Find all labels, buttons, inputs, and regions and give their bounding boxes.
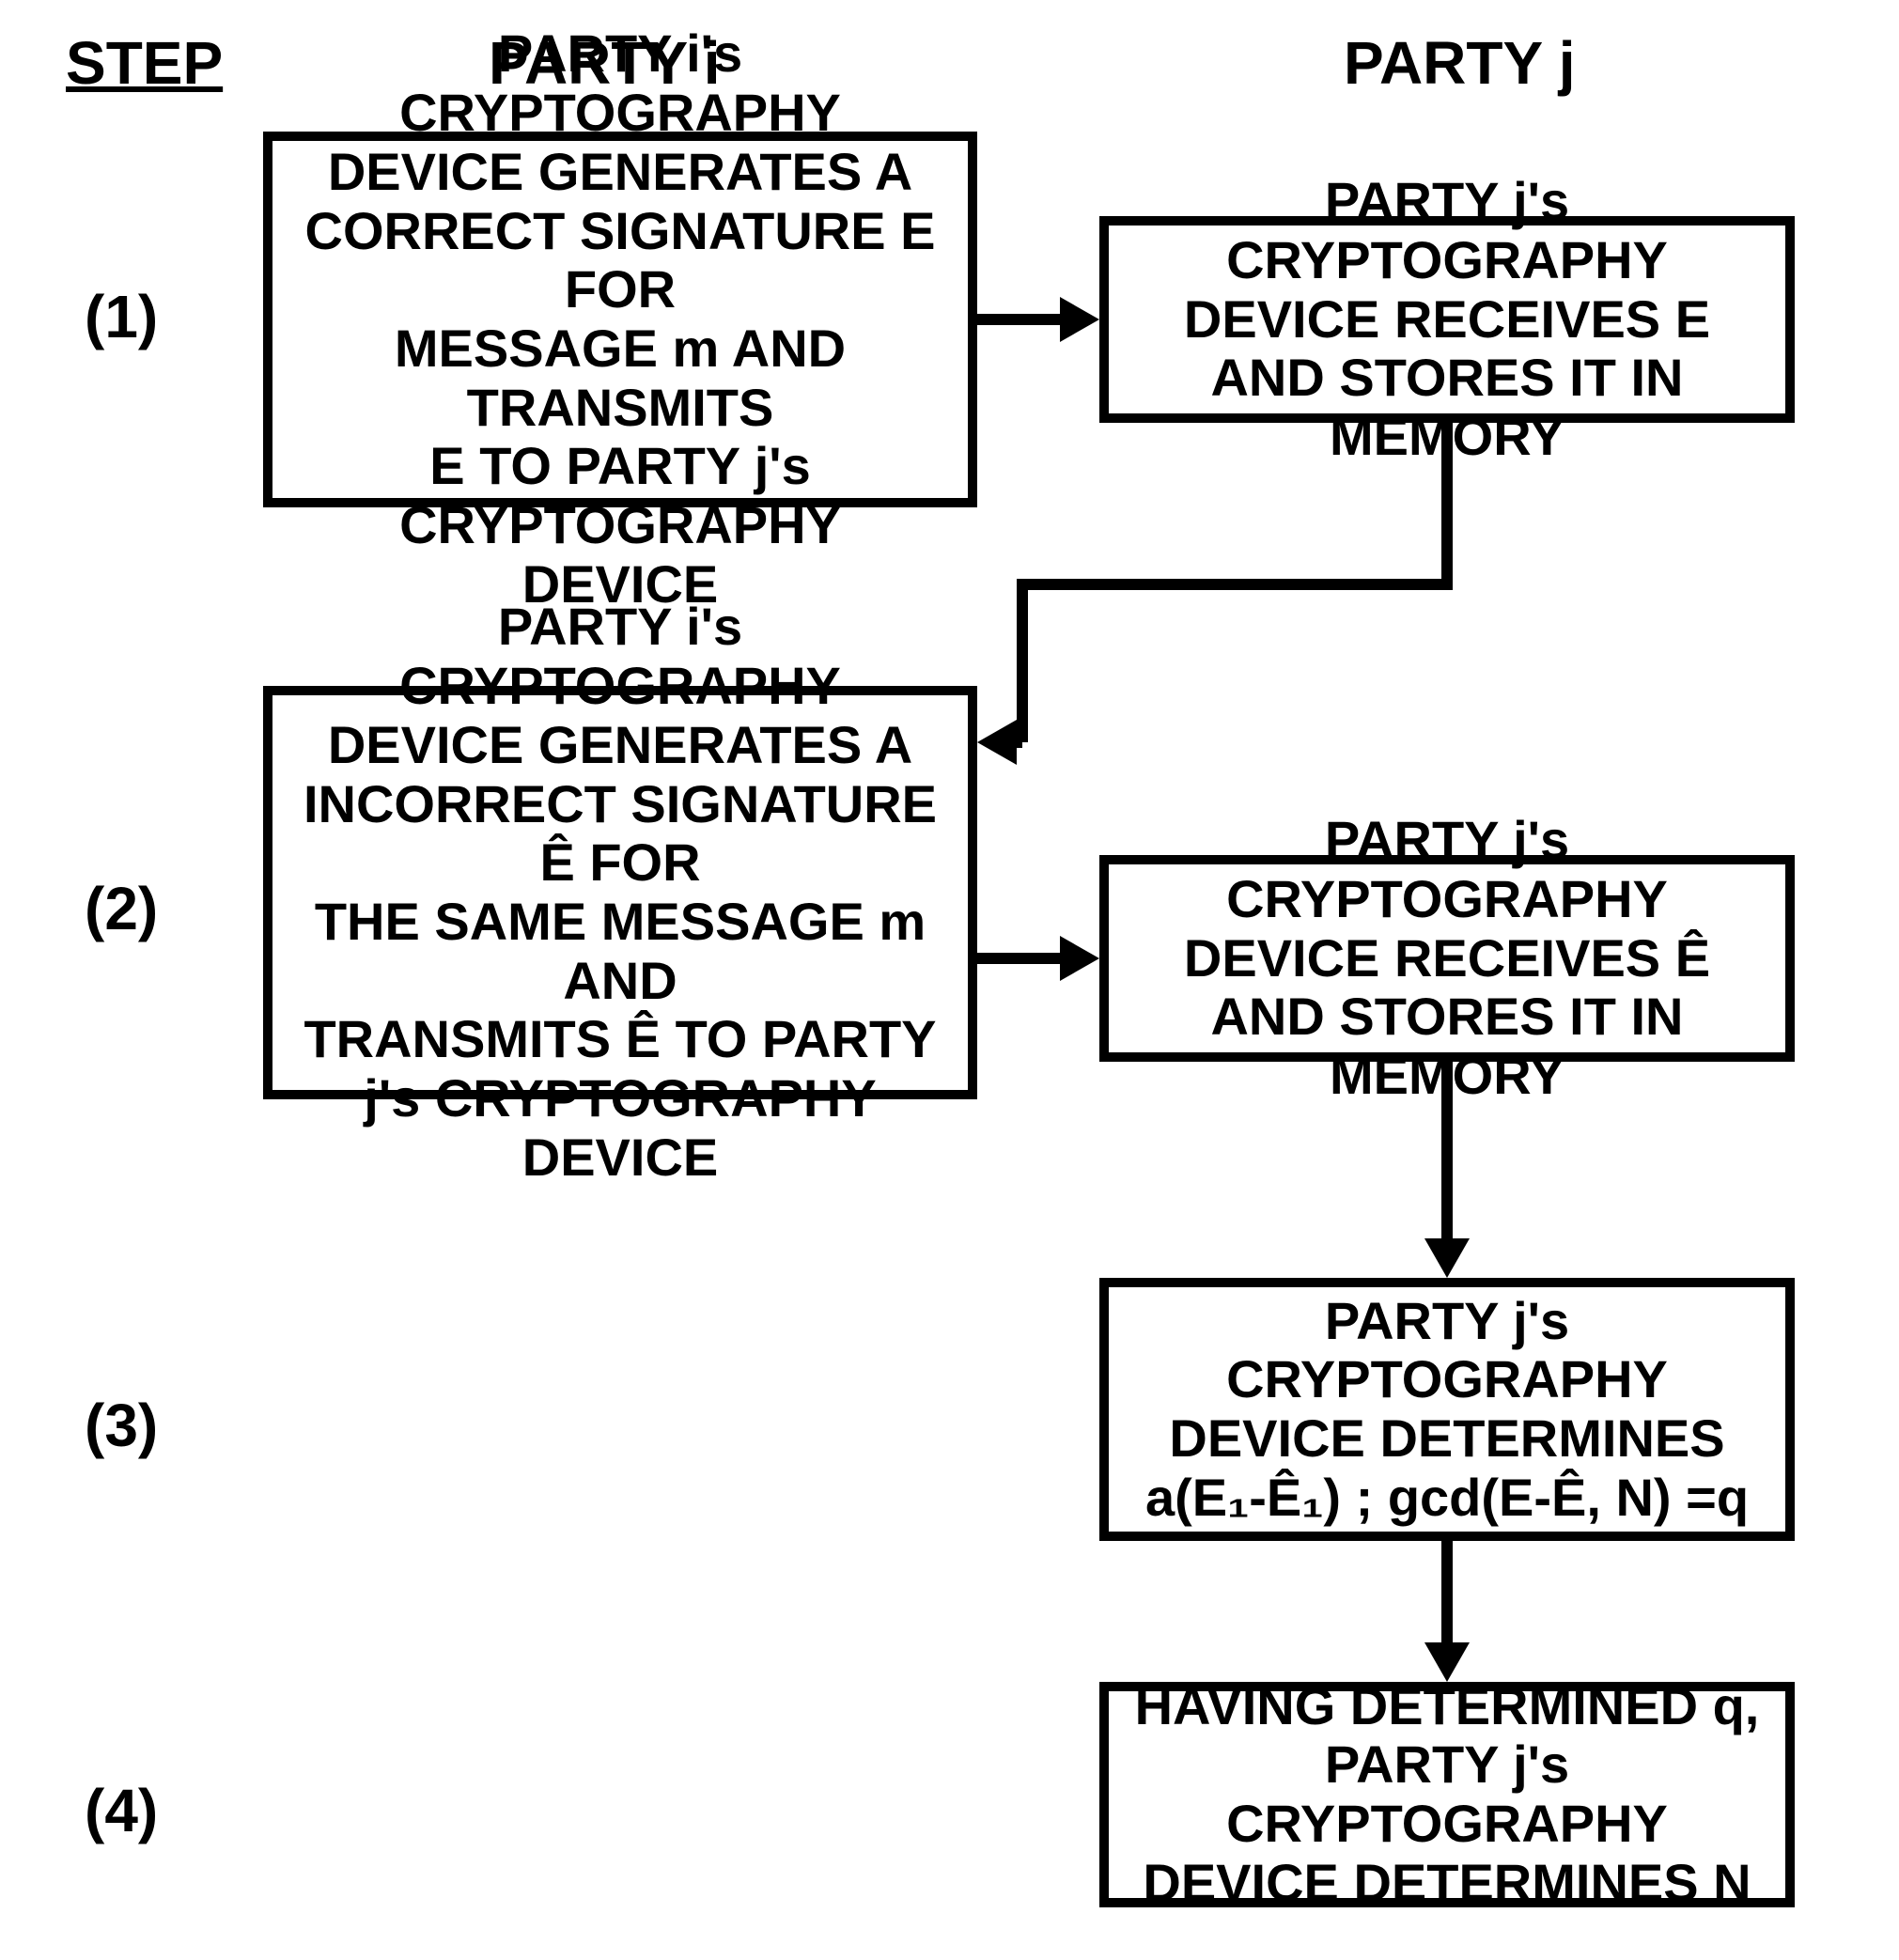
arrow-head (1060, 297, 1099, 342)
flowchart-canvas: STEPPARTY iPARTY j(1)(2)(3)(4)PARTY i's … (0, 0, 1899, 1960)
arrow-segment (977, 953, 1064, 964)
arrow-segment (1441, 1062, 1453, 1242)
flow-box-j2: PARTY j's CRYPTOGRAPHY DEVICE RECEIVES Ê… (1099, 855, 1795, 1062)
arrow-segment (1441, 1541, 1453, 1646)
arrow-head (1424, 1238, 1470, 1278)
header-step: STEP (66, 28, 223, 98)
arrow-segment (1017, 579, 1028, 742)
arrow-head (1060, 936, 1099, 981)
flow-box-text-i1: PARTY i's CRYPTOGRAPHY DEVICE GENERATES … (295, 24, 945, 614)
flow-box-i2: PARTY i's CRYPTOGRAPHY DEVICE GENERATES … (263, 686, 977, 1099)
arrow-head (977, 720, 1017, 765)
flow-box-i1: PARTY i's CRYPTOGRAPHY DEVICE GENERATES … (263, 132, 977, 507)
flow-box-text-i2: PARTY i's CRYPTOGRAPHY DEVICE GENERATES … (295, 598, 945, 1187)
flow-box-text-j4: HAVING DETERMINED q, PARTY j's CRYPTOGRA… (1131, 1677, 1763, 1913)
arrow-segment (977, 314, 1064, 325)
flow-box-text-j3: PARTY j's CRYPTOGRAPHY DEVICE DETERMINES… (1131, 1292, 1763, 1528)
arrow-head (1424, 1642, 1470, 1682)
header-party_j: PARTY j (1344, 28, 1576, 98)
step-label-s3: (3) (85, 1391, 158, 1460)
step-label-s2: (2) (85, 874, 158, 943)
arrow-segment (1017, 579, 1453, 590)
flow-box-j1: PARTY j's CRYPTOGRAPHY DEVICE RECEIVES E… (1099, 216, 1795, 423)
step-label-s4: (4) (85, 1776, 158, 1845)
step-label-s1: (1) (85, 282, 158, 351)
flow-box-j4: HAVING DETERMINED q, PARTY j's CRYPTOGRA… (1099, 1682, 1795, 1907)
arrow-segment (1441, 423, 1453, 590)
flow-box-j3: PARTY j's CRYPTOGRAPHY DEVICE DETERMINES… (1099, 1278, 1795, 1541)
